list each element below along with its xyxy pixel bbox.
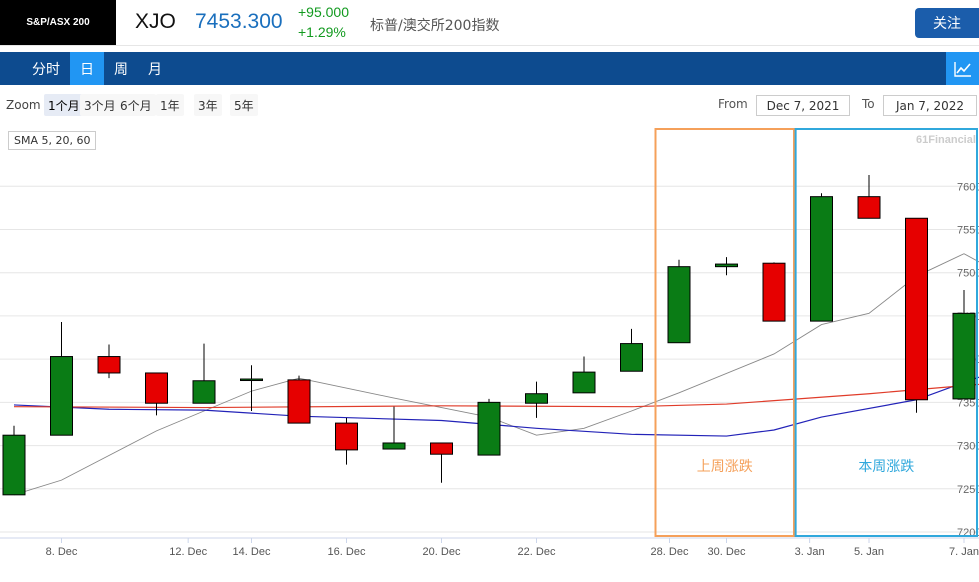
x-tick-label: 3. Jan xyxy=(795,546,825,558)
candle xyxy=(240,378,263,382)
x-tick-label: 22. Dec xyxy=(518,546,556,558)
zoom-3m-button[interactable]: 3个月 xyxy=(80,94,120,116)
x-tick-label: 30. Dec xyxy=(708,546,746,558)
zoom-label: Zoom xyxy=(6,98,41,112)
index-name: 标普/澳交所200指数 xyxy=(370,18,500,34)
week-box xyxy=(794,128,978,537)
to-date-input[interactable] xyxy=(883,95,977,116)
zoom-3y-button[interactable]: 3年 xyxy=(194,94,222,116)
price-change: +95.000 xyxy=(298,4,349,20)
week-box-label: 上周涨跌 xyxy=(697,459,753,475)
candle xyxy=(762,262,786,322)
indicator-legend[interactable]: SMA 5, 20, 60 xyxy=(8,131,97,150)
candle xyxy=(620,343,643,372)
x-tick-label: 28. Dec xyxy=(651,546,689,558)
sma-line xyxy=(13,383,979,409)
candle xyxy=(382,442,406,450)
last-price: 7453.300 xyxy=(195,10,283,33)
from-date-input[interactable] xyxy=(756,95,850,116)
candle xyxy=(335,422,358,451)
candle xyxy=(145,372,168,404)
x-tick-label: 14. Dec xyxy=(233,546,271,558)
zoom-5y-button[interactable]: 5年 xyxy=(230,94,258,116)
candle xyxy=(715,263,738,268)
candles xyxy=(2,175,976,496)
to-label: To xyxy=(862,97,875,111)
candlestick-chart: 720072507300735074007450750075507600 8. … xyxy=(0,128,979,558)
index-badge: S&P/ASX 200 xyxy=(0,0,116,45)
week-annotations: 上周涨跌 本周涨跌 xyxy=(654,128,978,537)
tab-weekly[interactable]: 周 xyxy=(114,61,128,78)
zoom-6m-button[interactable]: 6个月 xyxy=(116,94,156,116)
week-box xyxy=(654,128,795,537)
x-tick-label: 8. Dec xyxy=(46,546,78,558)
tab-intraday[interactable]: 分时 xyxy=(32,61,60,78)
y-tick-label: 7600 xyxy=(957,181,979,193)
x-tick-label: 16. Dec xyxy=(328,546,366,558)
candle xyxy=(97,356,121,374)
candle xyxy=(667,266,691,344)
candle xyxy=(525,393,548,404)
y-tick-label: 7500 xyxy=(957,268,979,280)
y-tick-label: 7550 xyxy=(957,225,979,237)
candle xyxy=(572,371,596,394)
candle xyxy=(430,442,453,455)
x-tick-label: 20. Dec xyxy=(423,546,461,558)
tab-monthly[interactable]: 月 xyxy=(148,61,162,78)
x-tick-label: 12. Dec xyxy=(169,546,207,558)
candle xyxy=(905,217,928,401)
x-tick-label: 5. Jan xyxy=(854,546,884,558)
zoom-1m-button[interactable]: 1个月 xyxy=(44,94,84,116)
candle xyxy=(477,401,501,456)
candle xyxy=(810,196,833,322)
x-axis-labels: 8. Dec 12. Dec 14. Dec 16. Dec 20. Dec 22. De… xyxy=(46,538,979,558)
line-chart-icon[interactable] xyxy=(946,52,979,85)
follow-button[interactable]: 关注 xyxy=(915,8,979,38)
sma-line xyxy=(13,253,979,496)
candle xyxy=(192,380,216,404)
tab-daily[interactable]: 日 xyxy=(70,52,104,85)
zoom-1y-button[interactable]: 1年 xyxy=(156,94,184,116)
candle xyxy=(952,312,976,400)
symbol: XJO xyxy=(135,10,176,33)
candle xyxy=(50,356,73,436)
candle xyxy=(2,434,26,496)
candle xyxy=(287,379,311,424)
from-label: From xyxy=(718,97,748,111)
y-tick-label: 7350 xyxy=(957,397,979,409)
chart-credit: 61Financial xyxy=(916,134,976,146)
week-box-label: 本周涨跌 xyxy=(858,459,914,475)
y-tick-label: 7250 xyxy=(957,484,979,496)
candle xyxy=(857,196,881,219)
y-tick-label: 7300 xyxy=(957,441,979,453)
period-tabs: 分时 日 周 月 xyxy=(0,52,979,85)
x-tick-label: 7. Jan xyxy=(949,546,979,558)
price-change-percent: +1.29% xyxy=(298,24,346,40)
zoom-toolbar: Zoom 1个月 3个月 6个月 1年 3年 5年 From To xyxy=(0,92,979,118)
quote-header: S&P/ASX 200 XJO 7453.300 +95.000 +1.29% … xyxy=(0,0,979,46)
y-tick-label: 7200 xyxy=(957,527,979,539)
